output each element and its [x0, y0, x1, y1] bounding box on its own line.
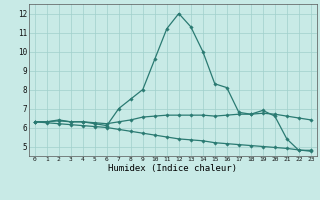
X-axis label: Humidex (Indice chaleur): Humidex (Indice chaleur)	[108, 164, 237, 173]
